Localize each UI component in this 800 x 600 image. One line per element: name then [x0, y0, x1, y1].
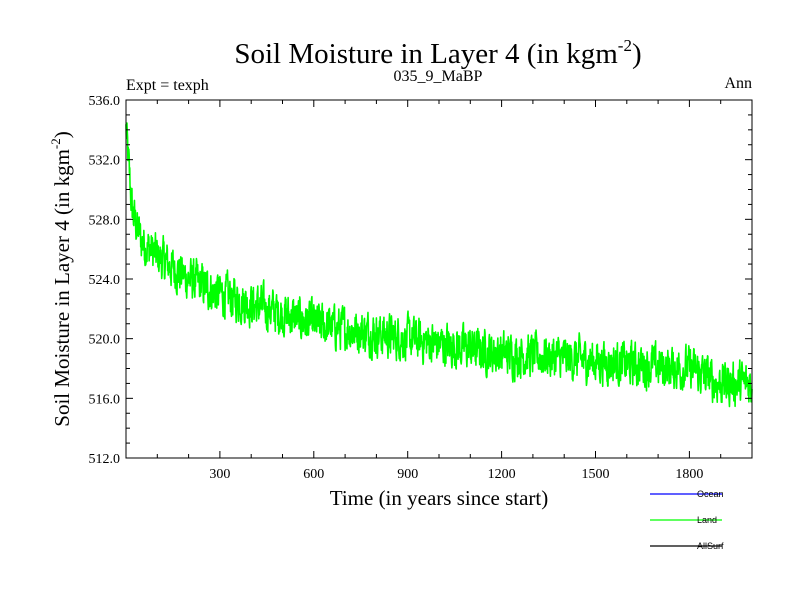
legend-label-allsurf: AllSurf: [697, 541, 724, 551]
y-tick-label: 520.0: [89, 333, 121, 348]
x-tick-label: 1200: [488, 467, 516, 482]
legend: Ocean Land AllSurf: [650, 489, 724, 551]
x-axis-label: Time (in years since start): [330, 486, 549, 510]
y-axis-label: Soil Moisture in Layer 4 (in kgm-2): [48, 131, 74, 426]
x-tick-label: 1800: [675, 467, 703, 482]
x-tick-label: 1500: [582, 467, 610, 482]
chart-title-suffix: ): [632, 38, 642, 70]
x-axis: 300 600 900 1200 1500 1800: [156, 100, 722, 482]
legend-label-ocean: Ocean: [697, 489, 724, 499]
chart-title: Soil Moisture in Layer 4 (in kgm-2): [234, 36, 641, 70]
x-tick-label: 900: [397, 467, 418, 482]
subtitle-left: Expt = texph: [126, 77, 209, 94]
y-tick-label: 512.0: [89, 452, 121, 467]
subtitle-center: 035_9_MaBP: [394, 68, 483, 85]
y-axis-label-superscript: -2: [48, 138, 63, 149]
y-tick-label: 528.0: [89, 213, 121, 228]
plot-area: [125, 122, 753, 408]
y-tick-label: 536.0: [89, 94, 121, 109]
legend-label-land: Land: [697, 515, 717, 525]
x-tick-label: 600: [303, 467, 324, 482]
chart-title-superscript: -2: [618, 36, 632, 55]
y-axis-label-suffix: ): [50, 131, 74, 138]
y-tick-label: 524.0: [89, 273, 121, 288]
y-tick-label: 516.0: [89, 392, 121, 407]
y-tick-label: 532.0: [89, 154, 121, 169]
y-axis: 512.0 516.0 520.0 524.0 528.0 532.0 536.0: [89, 94, 752, 467]
subtitle-right: Ann: [724, 75, 752, 92]
series-line-land: [125, 122, 753, 408]
x-tick-label: 300: [209, 467, 230, 482]
